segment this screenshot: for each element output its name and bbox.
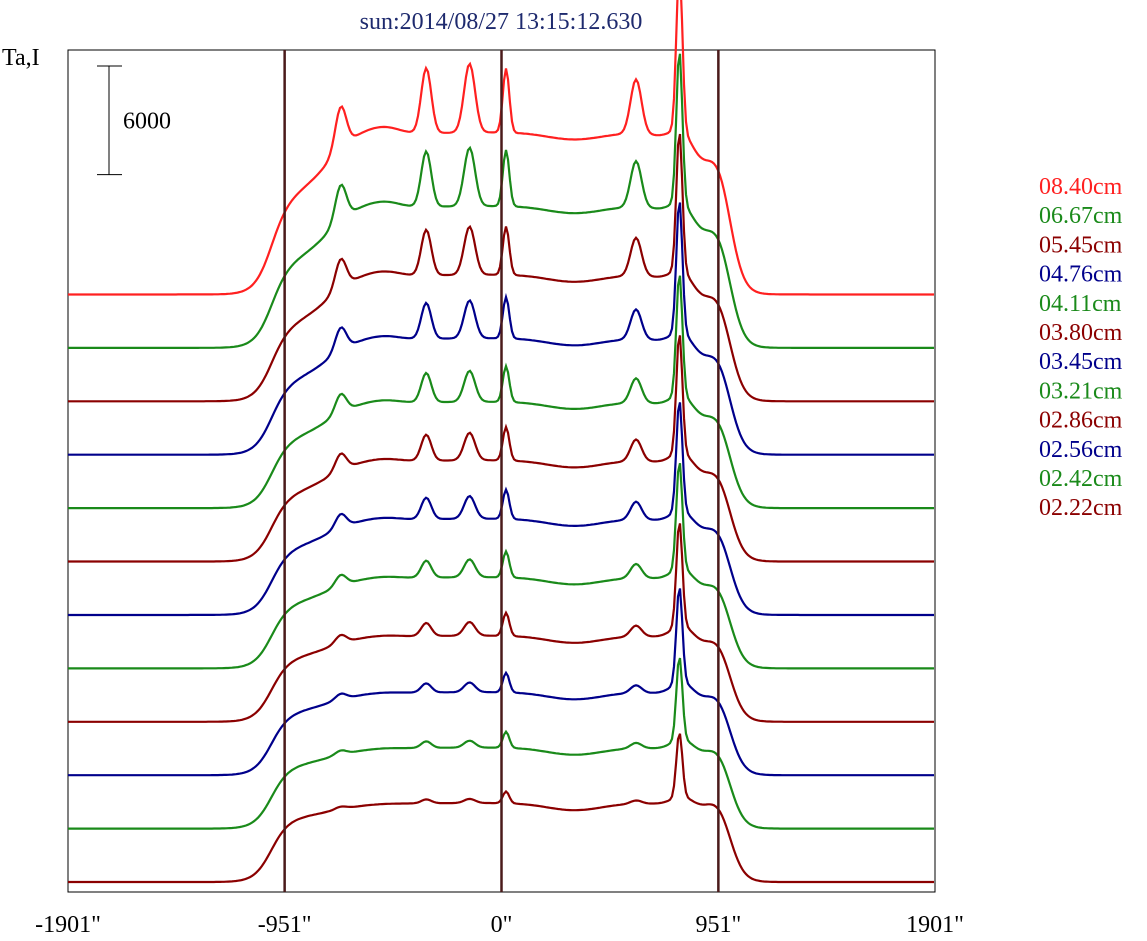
legend-entry-3: 04.76cm: [1039, 262, 1123, 288]
legend: 08.40cm 06.67cm 05.45cm 04.76cm 04.11cm 03.80…: [1039, 174, 1123, 521]
legend-entry-1: 06.67cm: [1039, 203, 1123, 229]
x-tick-label-2: 0": [491, 912, 513, 938]
legend-entry-11: 02.22cm: [1039, 495, 1123, 521]
legend-entry-2: 05.45cm: [1039, 232, 1123, 258]
chart-title: sun:2014/08/27 13:15:12.630: [360, 9, 643, 35]
legend-entry-5: 03.80cm: [1039, 320, 1123, 346]
legend-entry-4: 04.11cm: [1039, 291, 1122, 317]
legend-entry-10: 02.42cm: [1039, 466, 1123, 492]
x-tick-label-0: -1901": [35, 912, 101, 938]
x-tick-label-3: 951": [695, 912, 741, 938]
y-axis-label: Ta,I: [2, 45, 40, 71]
legend-entry-8: 02.86cm: [1039, 408, 1123, 434]
scale-bar: 6000: [97, 65, 171, 176]
reference-lines: [283, 50, 720, 892]
legend-entry-6: 03.45cm: [1039, 349, 1123, 375]
x-tick-label-1: -951": [258, 912, 312, 938]
x-tick-labels: -1901" -951" 0" 951" 1901": [35, 912, 964, 938]
scale-bar-label: 6000: [123, 108, 171, 134]
x-tick-label-4: 1901": [906, 912, 964, 938]
legend-entry-7: 03.21cm: [1039, 378, 1123, 404]
legend-entry-9: 02.56cm: [1039, 437, 1123, 463]
legend-entry-0: 08.40cm: [1039, 174, 1123, 200]
